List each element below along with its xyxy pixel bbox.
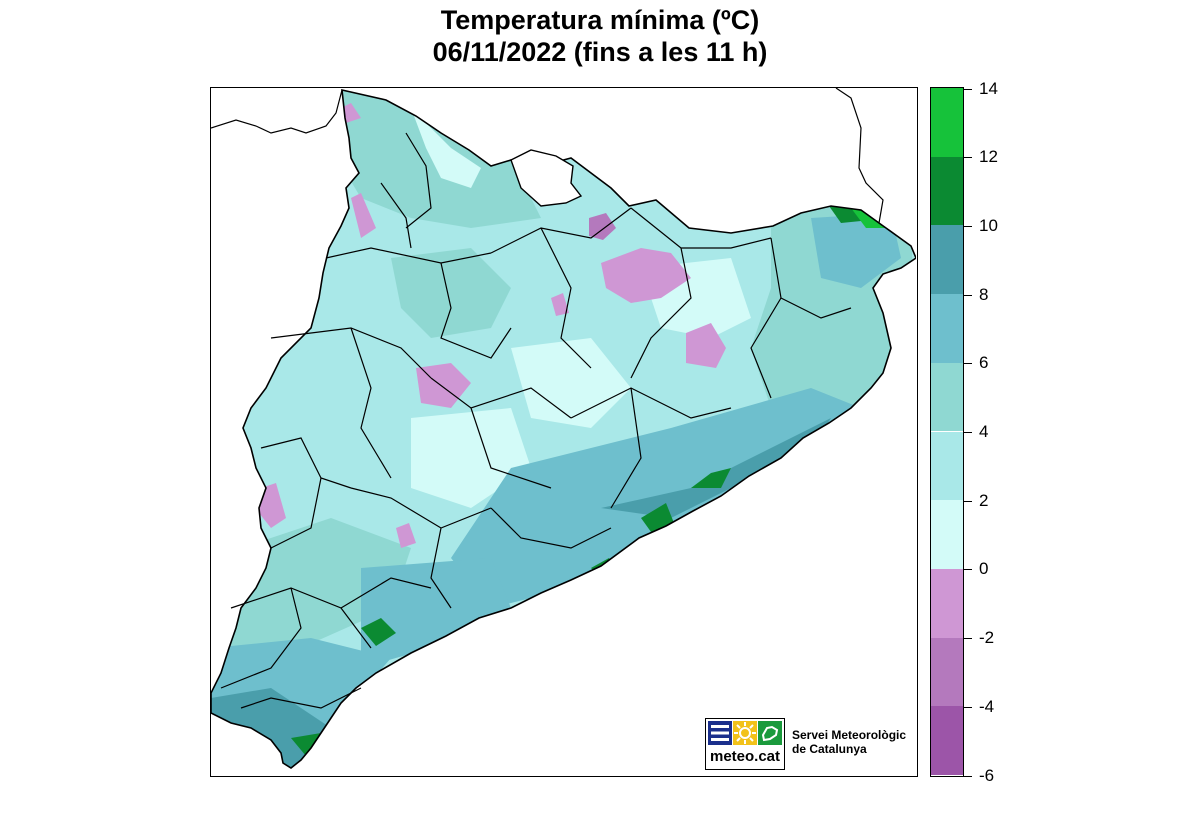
legend-tick-label: 0	[979, 559, 989, 579]
andorra-border	[510, 149, 583, 207]
service-name: Servei Meteorològic de Catalunya	[792, 728, 906, 756]
service-name-line1: Servei Meteorològic	[792, 728, 907, 742]
legend-tick-label: 14	[979, 78, 998, 98]
legend-swatch	[931, 88, 963, 157]
legend-tick-mark	[964, 569, 972, 571]
legend-swatch	[931, 294, 963, 363]
map-outline-logo-icon	[758, 721, 782, 745]
meteocat-logo: meteo.cat	[705, 718, 785, 770]
map-title-period: 06/11/2022 (fins a les 11 h)	[432, 37, 768, 67]
legend-tick-label: 8	[979, 284, 989, 304]
france-border-east	[835, 88, 884, 224]
legend-tick-mark	[964, 706, 972, 708]
color-scale-legend	[930, 87, 964, 777]
legend-tick-mark	[964, 432, 972, 433]
legend-swatch	[931, 568, 963, 638]
legend-tick-mark	[964, 363, 972, 365]
legend-tick-mark	[964, 500, 972, 502]
bars-logo-icon	[708, 721, 732, 745]
legend-swatch	[931, 431, 963, 501]
service-name-line2: de Catalunya	[792, 742, 867, 756]
legend-tick-label: -4	[979, 696, 995, 716]
map-title: Temperatura mínima (ºC) 06/11/2022 (fins…	[300, 4, 900, 68]
map-title-variable: Temperatura mínima (ºC)	[440, 5, 760, 35]
legend-swatch	[931, 500, 963, 569]
legend-tick-mark	[964, 225, 972, 227]
legend-tick-label: 12	[979, 147, 998, 167]
legend-tick-label: -6	[979, 765, 995, 785]
catalonia-temperature-map	[211, 88, 916, 769]
legend-tick-mark	[964, 294, 972, 296]
legend-tick-label: 2	[979, 490, 989, 510]
legend-tick-mark	[964, 638, 972, 640]
legend-tick-label: 10	[979, 215, 998, 235]
legend-tick-label: -2	[979, 628, 995, 648]
legend-swatch	[931, 156, 963, 226]
legend-tick-mark	[964, 775, 972, 777]
legend-swatch	[931, 637, 963, 707]
logo-wordmark: meteo.cat	[709, 748, 781, 765]
comarca-boundaries	[220, 132, 852, 709]
legend-tick-label: 4	[979, 422, 989, 441]
catalonia-border	[211, 88, 916, 769]
map-panel	[210, 87, 918, 777]
legend-tick-label: 6	[979, 353, 989, 373]
legend-tick-mark	[964, 88, 972, 90]
sun-logo-icon	[733, 721, 757, 745]
legend-tick-mark	[964, 157, 972, 159]
legend-swatch	[931, 225, 963, 295]
france-border	[211, 89, 343, 134]
legend-swatch	[931, 706, 963, 775]
legend-swatch	[931, 362, 963, 432]
